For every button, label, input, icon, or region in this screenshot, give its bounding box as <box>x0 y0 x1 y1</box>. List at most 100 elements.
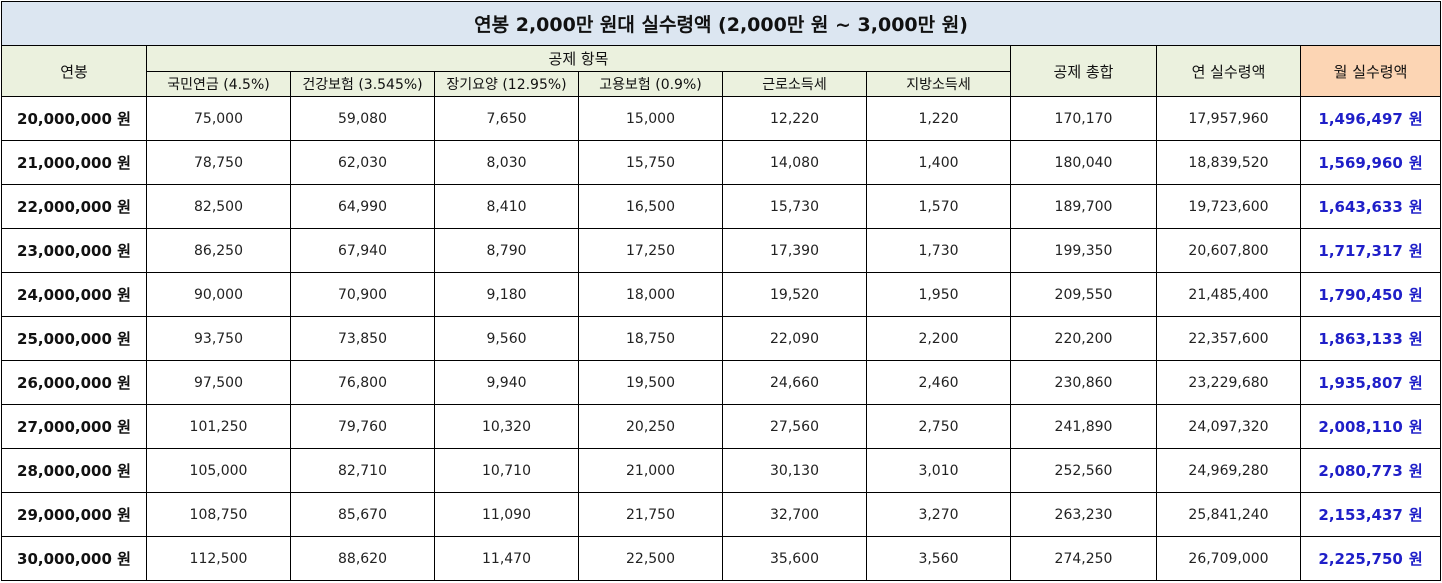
cell-income-tax: 32,700 <box>722 492 867 537</box>
cell-local-tax: 1,730 <box>866 228 1011 273</box>
cell-total-deduction: 189,700 <box>1010 184 1157 229</box>
cell-local-tax: 2,460 <box>866 360 1011 405</box>
cell-total-deduction: 199,350 <box>1010 228 1157 273</box>
table-row: 27,000,000 원 101,250 79,760 10,320 20,250 27,… <box>1 404 1442 449</box>
cell-local-tax: 1,950 <box>866 272 1011 317</box>
cell-monthly-net: 2,225,750 원 <box>1299 536 1442 581</box>
header-salary: 연봉 <box>1 45 147 97</box>
cell-annual-net: 17,957,960 <box>1156 96 1301 141</box>
cell-annual-net: 25,841,240 <box>1156 492 1301 537</box>
cell-monthly-net: 2,008,110 원 <box>1299 404 1442 449</box>
cell-longterm: 11,470 <box>434 536 579 581</box>
monthly-net-value: 1,643,633 <box>1318 198 1403 216</box>
cell-income-tax: 12,220 <box>722 96 867 141</box>
cell-annual-net: 19,723,600 <box>1156 184 1301 229</box>
cell-employment: 17,250 <box>578 228 723 273</box>
monthly-net-unit: 원 <box>1408 242 1423 260</box>
table-row: 30,000,000 원 112,500 88,620 11,470 22,500 35,… <box>1 536 1442 581</box>
cell-pension: 93,750 <box>146 316 291 361</box>
cell-monthly-net: 1,569,960 원 <box>1299 140 1442 185</box>
header-total-deduction: 공제 총합 <box>1010 45 1157 97</box>
cell-employment: 18,750 <box>578 316 723 361</box>
monthly-net-value: 2,225,750 <box>1318 550 1403 568</box>
cell-income-tax: 22,090 <box>722 316 867 361</box>
monthly-net-unit: 원 <box>1408 506 1423 524</box>
header-deduction-group: 공제 항목 <box>146 45 1011 72</box>
cell-employment: 19,500 <box>578 360 723 405</box>
cell-income-tax: 35,600 <box>722 536 867 581</box>
table-row: 29,000,000 원 108,750 85,670 11,090 21,750 32,… <box>1 492 1442 537</box>
cell-local-tax: 2,200 <box>866 316 1011 361</box>
cell-longterm: 8,030 <box>434 140 579 185</box>
cell-employment: 21,750 <box>578 492 723 537</box>
header-monthly-net: 월 실수령액 <box>1299 45 1442 97</box>
monthly-net-value: 1,717,317 <box>1318 242 1403 260</box>
cell-annual-net: 21,485,400 <box>1156 272 1301 317</box>
cell-health: 88,620 <box>290 536 435 581</box>
cell-longterm: 11,090 <box>434 492 579 537</box>
cell-monthly-net: 1,863,133 원 <box>1299 316 1442 361</box>
cell-salary: 22,000,000 원 <box>1 184 147 229</box>
cell-health: 64,990 <box>290 184 435 229</box>
header-employment: 고용보험 (0.9%) <box>578 71 723 97</box>
cell-salary: 20,000,000 원 <box>1 96 147 141</box>
cell-income-tax: 24,660 <box>722 360 867 405</box>
cell-monthly-net: 1,643,633 원 <box>1299 184 1442 229</box>
cell-pension: 78,750 <box>146 140 291 185</box>
cell-salary: 26,000,000 원 <box>1 360 147 405</box>
cell-employment: 21,000 <box>578 448 723 493</box>
cell-salary: 30,000,000 원 <box>1 536 147 581</box>
cell-annual-net: 26,709,000 <box>1156 536 1301 581</box>
monthly-net-unit: 원 <box>1408 154 1423 172</box>
cell-annual-net: 18,839,520 <box>1156 140 1301 185</box>
monthly-net-value: 2,008,110 <box>1318 418 1403 436</box>
cell-total-deduction: 180,040 <box>1010 140 1157 185</box>
cell-health: 85,670 <box>290 492 435 537</box>
cell-pension: 108,750 <box>146 492 291 537</box>
cell-employment: 20,250 <box>578 404 723 449</box>
cell-total-deduction: 170,170 <box>1010 96 1157 141</box>
cell-income-tax: 17,390 <box>722 228 867 273</box>
table-row: 23,000,000 원 86,250 67,940 8,790 17,250 17,39… <box>1 228 1442 273</box>
monthly-net-value: 1,935,807 <box>1318 374 1403 392</box>
cell-salary: 24,000,000 원 <box>1 272 147 317</box>
table-row: 22,000,000 원 82,500 64,990 8,410 16,500 15,73… <box>1 184 1442 229</box>
cell-health: 82,710 <box>290 448 435 493</box>
cell-longterm: 9,940 <box>434 360 579 405</box>
cell-longterm: 10,710 <box>434 448 579 493</box>
monthly-net-value: 1,790,450 <box>1318 286 1403 304</box>
cell-health: 67,940 <box>290 228 435 273</box>
cell-longterm: 8,790 <box>434 228 579 273</box>
cell-local-tax: 3,560 <box>866 536 1011 581</box>
cell-annual-net: 23,229,680 <box>1156 360 1301 405</box>
cell-employment: 18,000 <box>578 272 723 317</box>
cell-pension: 101,250 <box>146 404 291 449</box>
cell-local-tax: 2,750 <box>866 404 1011 449</box>
monthly-net-value: 2,080,773 <box>1318 462 1403 480</box>
cell-salary: 27,000,000 원 <box>1 404 147 449</box>
header-longterm: 장기요양 (12.95%) <box>434 71 579 97</box>
monthly-net-unit: 원 <box>1408 110 1423 128</box>
monthly-net-unit: 원 <box>1408 374 1423 392</box>
cell-local-tax: 1,400 <box>866 140 1011 185</box>
cell-longterm: 8,410 <box>434 184 579 229</box>
cell-monthly-net: 1,790,450 원 <box>1299 272 1442 317</box>
cell-pension: 105,000 <box>146 448 291 493</box>
cell-pension: 82,500 <box>146 184 291 229</box>
cell-total-deduction: 220,200 <box>1010 316 1157 361</box>
cell-longterm: 7,650 <box>434 96 579 141</box>
monthly-net-value: 2,153,437 <box>1318 506 1403 524</box>
cell-employment: 16,500 <box>578 184 723 229</box>
cell-health: 70,900 <box>290 272 435 317</box>
cell-longterm: 9,560 <box>434 316 579 361</box>
monthly-net-value: 1,496,497 <box>1318 110 1403 128</box>
cell-local-tax: 3,010 <box>866 448 1011 493</box>
cell-health: 73,850 <box>290 316 435 361</box>
header-pension: 국민연금 (4.5%) <box>146 71 291 97</box>
monthly-net-value: 1,863,133 <box>1318 330 1403 348</box>
cell-monthly-net: 2,153,437 원 <box>1299 492 1442 537</box>
cell-employment: 15,000 <box>578 96 723 141</box>
cell-salary: 21,000,000 원 <box>1 140 147 185</box>
table-row: 21,000,000 원 78,750 62,030 8,030 15,750 14,08… <box>1 140 1442 185</box>
